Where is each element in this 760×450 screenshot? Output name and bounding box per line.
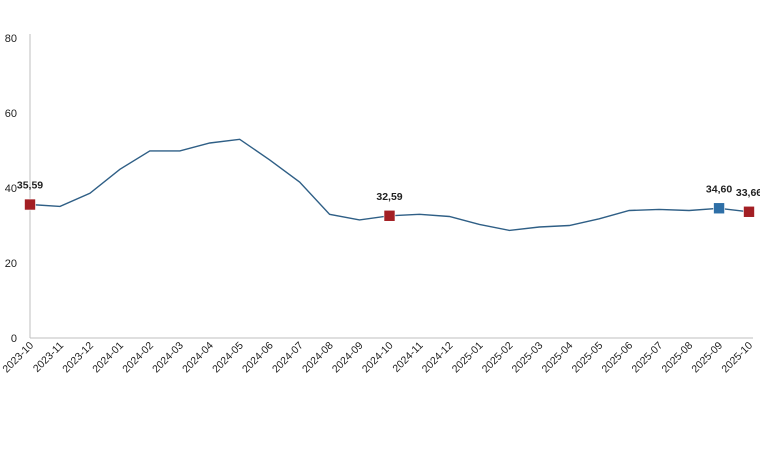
x-tick-label: 2024-12 [420,340,456,376]
data-label: 32,59 [376,191,402,203]
data-marker [713,202,725,215]
x-tick-label: 2025-06 [600,340,636,376]
x-tick-label: 2024-01 [90,340,126,376]
data-labels: 35,59 32,59 34,60 33,66 [17,180,760,203]
y-tick-label: 80 [5,33,17,45]
y-tick-label: 60 [5,108,17,120]
y-tick-label: 20 [5,258,17,270]
x-tick-label: 2025-04 [540,340,576,376]
highlight-markers [24,198,755,222]
x-tick-labels: 2023-102023-112023-122024-012024-022024-… [0,340,755,376]
y-tick-label: 40 [5,183,17,195]
x-tick-label: 2025-07 [630,340,666,376]
x-tick-label: 2024-11 [390,340,425,375]
data-label: 33,66 [736,187,760,199]
x-tick-label: 2024-02 [120,340,156,376]
x-tick-label: 2025-09 [689,340,725,376]
x-tick-label: 2023-12 [60,340,96,376]
x-tick-label: 2025-02 [480,340,516,376]
x-tick-label: 2024-08 [300,340,336,376]
x-tick-label: 2023-11 [31,340,66,375]
x-tick-label: 2024-10 [360,340,396,376]
data-marker [383,209,396,222]
data-label: 35,59 [17,180,43,192]
x-tick-label: 2025-10 [719,340,755,376]
x-tick-label: 2024-06 [240,340,276,376]
x-tick-label: 2025-08 [659,340,695,376]
data-marker [743,205,755,218]
axes [29,34,753,339]
data-marker [24,198,36,211]
x-tick-label: 2024-09 [330,340,366,376]
x-tick-label: 2025-05 [570,340,606,376]
x-tick-label: 2024-07 [270,340,306,376]
y-tick-labels: 0 20 40 60 80 [5,33,17,345]
x-tick-label: 2024-04 [180,340,216,376]
x-tick-label: 2025-01 [450,340,486,376]
x-tick-label: 2023-10 [0,340,36,376]
x-tick-label: 2025-03 [510,340,546,376]
x-tick-label: 2024-05 [210,340,246,376]
y-tick-label: 0 [11,333,17,345]
x-tick-label: 2024-03 [150,340,186,376]
data-label: 34,60 [706,183,732,195]
